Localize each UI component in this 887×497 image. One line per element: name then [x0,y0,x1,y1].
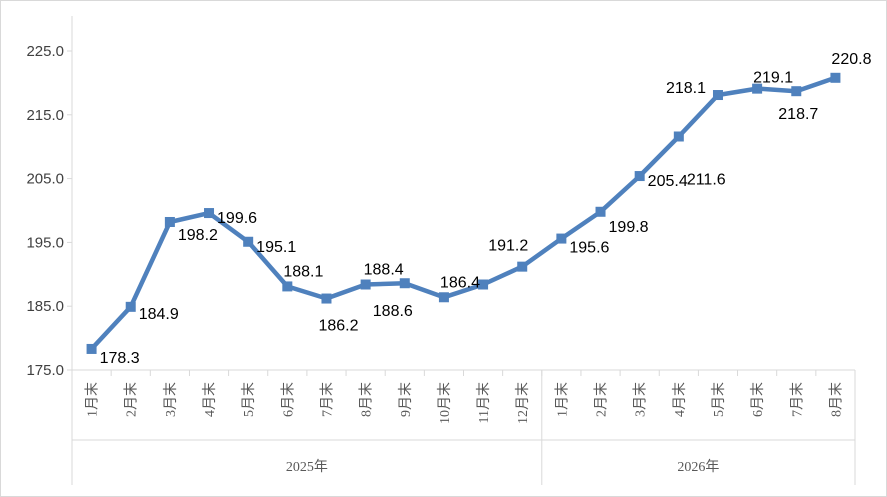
data-point [712,90,723,101]
data-point [86,343,97,354]
x-tick-label: 8月末 [359,382,375,417]
data-point [595,206,606,217]
data-point [243,236,254,247]
data-point [125,301,136,312]
y-tick-label: 195.0 [26,234,64,251]
data-label: 220.8 [831,51,871,68]
axes: 175.0 185.0 195.0 205.0 215.0 225.0 1月末 2月末 3月末 4… [26,16,856,485]
x-tick-label: 7月末 [319,382,335,417]
x-tick-label: 5月末 [711,382,727,417]
data-point [478,279,489,290]
data-label: 188.4 [364,262,404,279]
data-point [399,278,410,289]
data-label: 198.2 [178,227,218,244]
x-tick-label: 4月末 [202,382,218,417]
data-point [438,292,449,303]
x-tick-label: 6月末 [280,382,296,417]
y-tick-label: 175.0 [26,362,64,379]
y-tick-label: 205.0 [26,171,64,188]
series-markers [86,72,841,354]
data-label: 218.1 [666,80,706,97]
x-tick-label: 4月末 [672,382,688,417]
data-label: 178.3 [100,350,140,367]
data-label: 191.2 [488,238,528,255]
x-tick-label: 1月末 [554,382,570,417]
y-tick-label: 225.0 [26,43,64,60]
x-tick-label: 8月末 [828,382,844,417]
data-label: 186.2 [318,318,358,335]
x-tick-label: 1月末 [85,382,101,417]
data-label: 184.9 [139,306,179,323]
series-line [89,75,838,352]
data-point [673,131,684,142]
data-label: 186.4 [440,274,480,291]
data-label: 205.4 [648,173,688,190]
x-tick-label: 3月末 [163,382,179,417]
x-tick-label: 3月末 [633,382,649,417]
data-point [791,86,802,97]
data-point [321,293,332,304]
data-label: 195.1 [256,239,296,256]
data-label: 211.6 [687,171,726,188]
x-tick-label: 11月末 [476,382,492,423]
x-tick-label: 7月末 [789,382,805,417]
data-point [634,171,645,182]
data-point [830,72,841,83]
data-point [517,261,528,272]
data-label: 188.6 [373,303,413,320]
x-tick-label: 5月末 [241,382,257,417]
data-point [164,216,175,227]
x-tick-label: 10月末 [437,382,453,424]
x-tick-label: 2月末 [594,382,610,417]
data-label: 188.1 [283,263,323,280]
data-point [204,208,215,219]
y-tick-label: 215.0 [26,107,64,124]
data-label: 218.7 [778,106,818,123]
data-label: 199.6 [217,210,257,227]
data-label: 219.1 [753,70,793,87]
x-tick-label: 12月末 [515,382,531,424]
x-group-label: 2025年 [286,459,328,475]
y-tick-label: 185.0 [26,298,64,315]
data-point [752,83,763,94]
x-group-label: 2026年 [677,459,719,475]
x-tick-label: 9月末 [398,382,414,417]
data-label: 195.6 [569,240,609,257]
data-point [282,281,293,292]
x-tick-label: 6月末 [750,382,766,417]
series-polyline [89,75,838,352]
data-point [360,279,371,290]
data-point [556,233,567,244]
x-tick-label: 2月末 [124,382,140,417]
data-label: 199.8 [609,219,649,236]
